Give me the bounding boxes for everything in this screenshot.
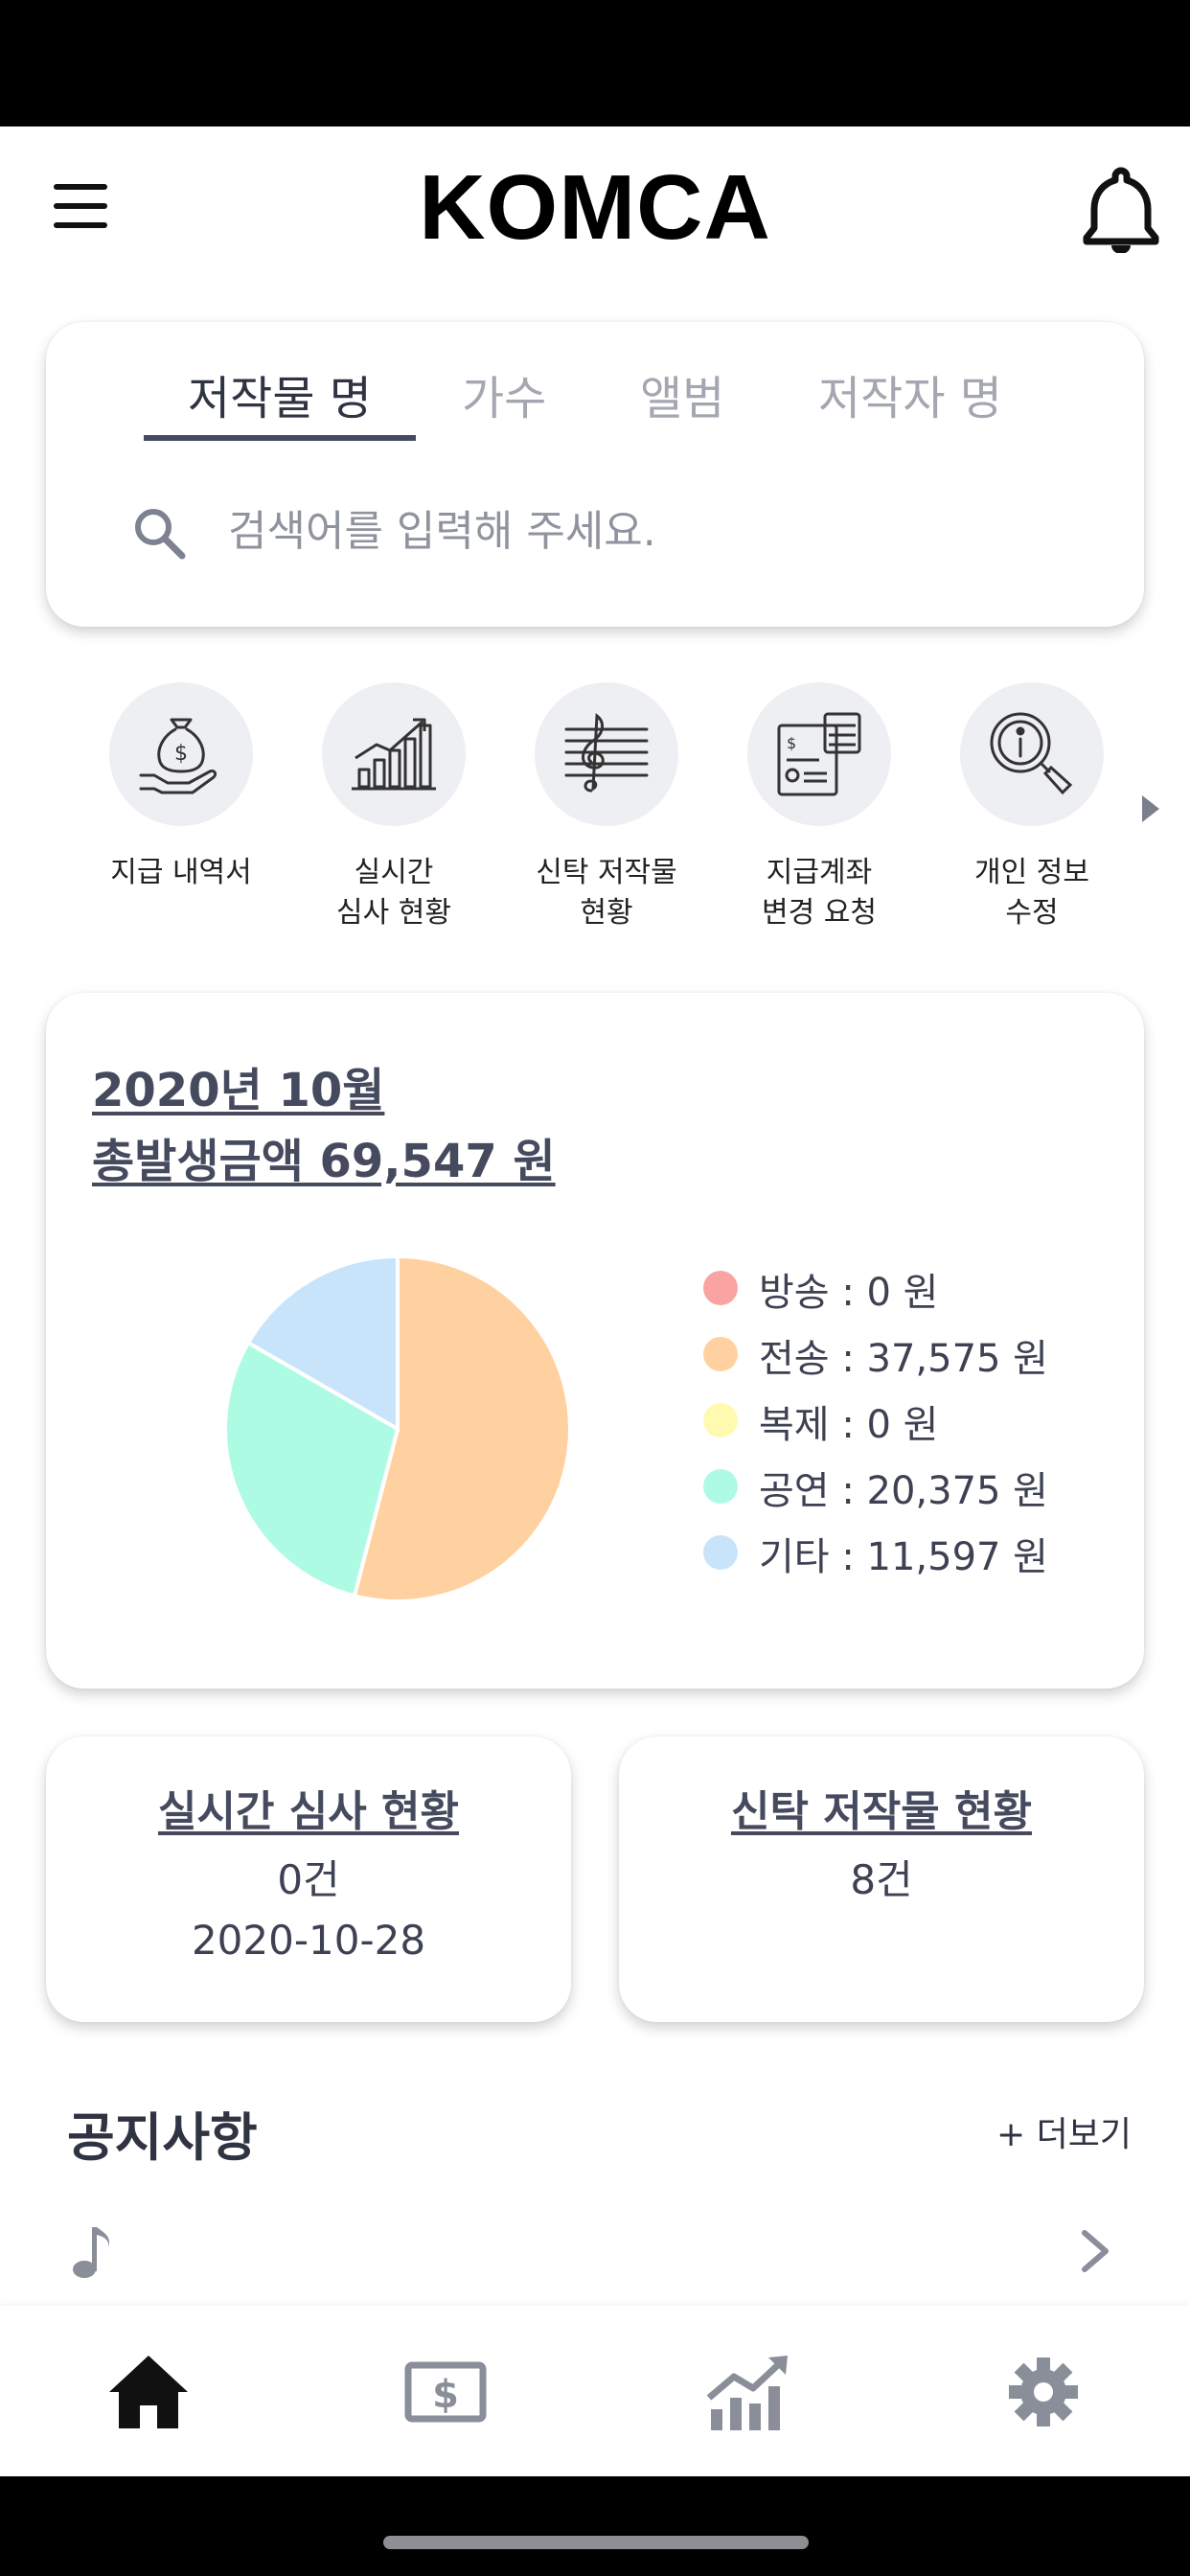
stat-date: 2020-10-28 <box>191 1917 426 1964</box>
legend-swatch <box>703 1535 738 1570</box>
home-indicator[interactable] <box>383 2536 809 2549</box>
pie-slice-기타 <box>245 1254 400 1433</box>
gear-icon[interactable] <box>1000 2352 1087 2432</box>
svg-text:$: $ <box>174 742 188 766</box>
legend-item: 방송 : 0 원 <box>703 1257 1125 1323</box>
quick-label: 신탁 저작물 현황 <box>536 856 677 930</box>
quick-trust-works[interactable]: 신탁 저작물 현황 <box>500 682 713 933</box>
quick-payment-statement[interactable]: $ 지급 내역서 <box>75 682 287 893</box>
legend-item: 전송 : 37,575 원 <box>703 1323 1125 1390</box>
legend-label: 전송 : 37,575 원 <box>759 1337 1048 1381</box>
chevron-right-icon <box>1082 2230 1109 2272</box>
quick-realtime-review[interactable]: 실시간 심사 현황 <box>287 682 500 933</box>
revenue-period[interactable]: 2020년 10월 <box>92 1064 385 1117</box>
stat-count: 0건 <box>277 1856 340 1903</box>
legend-label: 복제 : 0 원 <box>759 1403 939 1447</box>
stat-title: 신탁 저작물 현황 <box>731 1787 1032 1836</box>
legend-item: 기타 : 11,597 원 <box>703 1522 1125 1588</box>
legend-item: 공연 : 20,375 원 <box>703 1456 1125 1522</box>
search-input[interactable] <box>228 493 1071 569</box>
legend-swatch <box>703 1469 738 1504</box>
chart-icon[interactable] <box>705 2352 791 2432</box>
app-header: KOMCA <box>0 126 1190 289</box>
search-tabs: 저작물 명 가수 앨범 저작자 명 <box>46 360 1144 427</box>
realtime-review-card[interactable]: 실시간 심사 현황 0건 2020-10-28 <box>46 1736 571 2022</box>
app-title: KOMCA <box>419 156 771 259</box>
legend-swatch <box>703 1403 738 1438</box>
quick-menu: $ 지급 내역서 실시간 심사 현황 <box>0 682 1190 941</box>
money-bag-hand-icon: $ <box>139 718 217 794</box>
quick-profile-edit[interactable]: 개인 정보 수정 <box>926 682 1138 933</box>
hamburger-menu-icon[interactable] <box>54 184 107 228</box>
trust-works-card[interactable]: 신탁 저작물 현황 8건 <box>619 1736 1144 2022</box>
tab-author-name[interactable]: 저작자 명 <box>818 372 1002 426</box>
pie-slice-전송 <box>352 1254 572 1603</box>
notice-more-link[interactable]: + 더보기 <box>996 2115 1132 2154</box>
tab-work-title[interactable]: 저작물 명 <box>188 372 372 426</box>
notice-row[interactable] <box>46 2214 1144 2290</box>
notice-title: 공지사항 <box>67 2107 258 2168</box>
quick-label: 지급계좌 변경 요청 <box>762 856 877 930</box>
status-bar <box>0 0 1190 126</box>
legend-item: 복제 : 0 원 <box>703 1390 1125 1456</box>
search-card: 저작물 명 가수 앨범 저작자 명 <box>46 322 1144 627</box>
quick-label: 개인 정보 수정 <box>974 856 1089 930</box>
quick-account-change[interactable]: $ 지급계좌 변경 요청 <box>713 682 926 933</box>
music-staff-icon <box>564 713 649 793</box>
calculator-document-icon: $ <box>777 712 861 796</box>
quick-label: 지급 내역서 <box>110 856 252 889</box>
growth-chart-icon <box>352 718 436 791</box>
legend-swatch <box>703 1337 738 1371</box>
info-magnifier-icon <box>990 712 1073 795</box>
svg-text:$: $ <box>432 2373 459 2417</box>
revenue-card: 2020년 10월 총발생금액 69,547 원 방송 : 0 원 전송 : 3… <box>46 993 1144 1689</box>
legend-label: 기타 : 11,597 원 <box>759 1535 1048 1579</box>
bell-icon[interactable] <box>1083 167 1159 253</box>
home-icon[interactable] <box>105 2352 192 2432</box>
system-bottom-bar <box>0 2476 1190 2576</box>
svg-text:$: $ <box>787 734 796 752</box>
arrow-right-icon[interactable] <box>1142 795 1159 822</box>
dollar-bill-icon[interactable]: $ <box>402 2352 489 2432</box>
quick-label: 실시간 심사 현황 <box>336 856 451 930</box>
music-note-icon <box>73 2227 110 2278</box>
stat-count: 8건 <box>850 1856 913 1903</box>
revenue-total[interactable]: 총발생금액 69,547 원 <box>92 1135 556 1188</box>
legend-label: 방송 : 0 원 <box>759 1271 939 1315</box>
tab-album[interactable]: 앨범 <box>640 372 725 426</box>
legend-label: 공연 : 20,375 원 <box>759 1469 1048 1513</box>
bottom-tab-bar: $ <box>0 2306 1190 2476</box>
legend-swatch <box>703 1271 738 1305</box>
stat-title: 실시간 심사 현황 <box>158 1787 459 1836</box>
tab-singer[interactable]: 가수 <box>462 372 547 426</box>
active-tab-indicator <box>144 435 416 441</box>
chart-legend: 방송 : 0 원 전송 : 37,575 원 복제 : 0 원 공연 : 20,… <box>703 1257 1125 1588</box>
revenue-pie-chart <box>223 1254 572 1603</box>
search-icon <box>135 509 186 560</box>
